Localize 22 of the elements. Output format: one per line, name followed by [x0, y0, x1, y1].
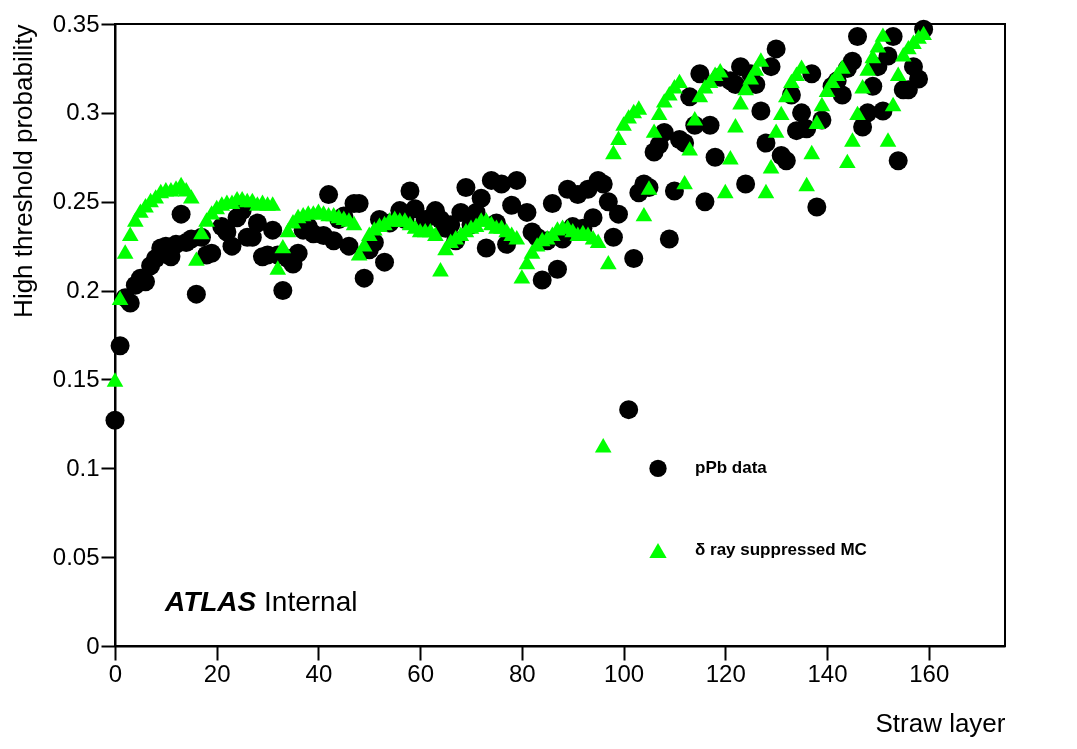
- y-tick-label: 0: [86, 631, 100, 659]
- x-tick-label: 60: [407, 659, 434, 687]
- legend-label: δ ray suppressed MC: [695, 540, 867, 560]
- x-axis-title: Straw layer: [875, 707, 1006, 738]
- x-tick-label: 140: [807, 659, 848, 687]
- y-tick-label: 0.25: [52, 187, 100, 215]
- x-tick-label: 80: [509, 659, 536, 687]
- x-tick-label: 0: [108, 659, 123, 687]
- y-tick-label: 0.1: [66, 453, 100, 481]
- y-axis-title: High threshold probability: [7, 24, 38, 318]
- x-tick-label: 100: [604, 659, 645, 687]
- annotation: ATLAS Internal: [164, 586, 358, 617]
- y-tick-label: 0.35: [52, 9, 100, 37]
- x-tick-label: 160: [909, 659, 950, 687]
- x-tick-label: 40: [305, 659, 333, 687]
- y-tick-label: 0.05: [52, 542, 100, 570]
- x-tick-label: 120: [705, 659, 746, 687]
- y-tick-label: 0.15: [52, 364, 100, 392]
- y-tick-label: 0.2: [66, 276, 100, 304]
- legend-label: pPb data: [695, 458, 768, 478]
- y-tick-label: 0.3: [66, 98, 100, 126]
- x-tick-label: 20: [203, 659, 231, 687]
